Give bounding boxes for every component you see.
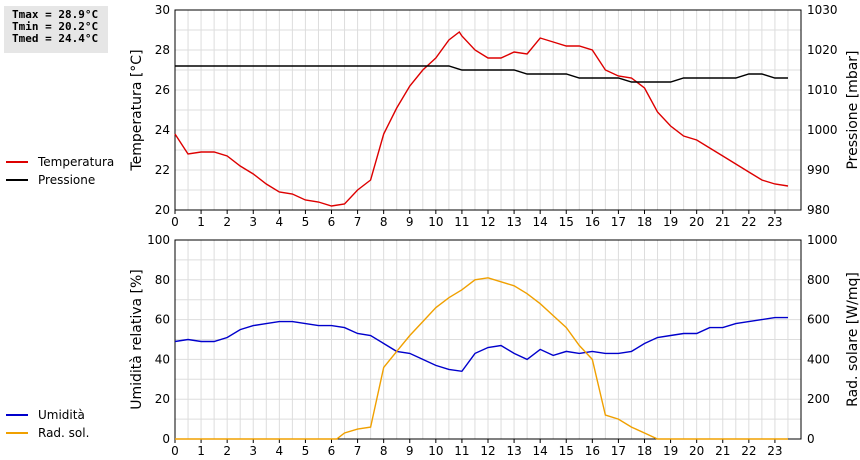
- x-tick-label: 13: [506, 444, 521, 458]
- x-tick-label: 18: [637, 215, 652, 229]
- x-tick-label: 8: [380, 444, 388, 458]
- x-tick-label: 19: [663, 215, 678, 229]
- x-tick-label: 3: [249, 444, 257, 458]
- x-tick-label: 2: [223, 444, 231, 458]
- x-tick-label: 18: [637, 444, 652, 458]
- chart-panel-1: 0 1 2 3 4 5 6 7 8 9 10 11 12 13 14 15 16 17 18 19 20 21 22 2320…: [6, 3, 860, 229]
- x-tick-label: 2: [223, 215, 231, 229]
- y-tick-label-right: 0: [807, 432, 815, 446]
- x-tick-label: 20: [689, 215, 704, 229]
- x-tick-label: 5: [302, 215, 310, 229]
- x-tick-label: 21: [715, 215, 730, 229]
- y-tick-label-left: 28: [155, 43, 170, 57]
- legend-label-rad-sol: Rad. sol.: [38, 426, 89, 440]
- y-tick-label-right: 800: [807, 273, 830, 287]
- series-line-pressione: [175, 65, 788, 83]
- x-tick-label: 0: [171, 215, 179, 229]
- x-tick-label: 8: [380, 215, 388, 229]
- x-tick-label: 16: [585, 444, 600, 458]
- legend-label-temperatura: Temperatura: [37, 155, 114, 169]
- x-tick-label: 1: [197, 215, 205, 229]
- y-tick-label-left: 30: [155, 3, 170, 17]
- y-tick-label-right: 400: [807, 352, 830, 366]
- x-tick-label: 1: [197, 444, 205, 458]
- y-tick-label-right: 980: [807, 203, 830, 217]
- x-tick-label: 14: [533, 215, 548, 229]
- y-tick-label-left: 60: [155, 313, 170, 327]
- x-tick-label: 22: [741, 444, 756, 458]
- x-tick-label: 20: [689, 444, 704, 458]
- y-axis-label-right: Rad. solare [W/mq]: [845, 272, 860, 407]
- x-tick-label: 0: [171, 444, 179, 458]
- series-line-umidit: [174, 316, 788, 373]
- x-tick-label: 22: [741, 215, 756, 229]
- y-tick-label-right: 600: [807, 313, 830, 327]
- x-tick-label: 6: [328, 215, 336, 229]
- x-tick-label: 10: [428, 215, 443, 229]
- x-tick-label: 7: [354, 444, 362, 458]
- y-tick-label-left: 80: [155, 273, 170, 287]
- y-tick-label-left: 20: [155, 203, 170, 217]
- x-tick-label: 17: [611, 215, 626, 229]
- x-tick-label: 14: [533, 444, 548, 458]
- y-tick-label-right: 1030: [807, 3, 838, 17]
- x-tick-label: 12: [480, 444, 495, 458]
- y-tick-label-right: 990: [807, 163, 830, 177]
- y-tick-label-right: 1020: [807, 43, 838, 57]
- y-axis-label-left: Umidità relativa [%]: [129, 269, 145, 410]
- x-tick-label: 13: [506, 215, 521, 229]
- x-tick-label: 11: [454, 215, 469, 229]
- y-tick-label-left: 22: [155, 163, 170, 177]
- x-tick-label: 4: [276, 215, 284, 229]
- tmed-stat: Tmed = 24.4°C: [12, 32, 99, 45]
- x-tick-label: 5: [302, 444, 310, 458]
- y-tick-label-left: 40: [155, 352, 170, 366]
- chart-panel-2: 0 1 2 3 4 5 6 7 8 9 10 11 12 13 14 15 16 17 18 19 20 21 22 2302…: [6, 233, 860, 458]
- tmin-stat: Tmin = 20.2°C: [12, 20, 99, 33]
- y-tick-label-right: 1000: [807, 123, 838, 137]
- x-tick-label: 21: [715, 444, 730, 458]
- x-tick-label: 19: [663, 444, 678, 458]
- x-tick-label: 17: [611, 444, 626, 458]
- legend-label-umidit: Umidità: [38, 408, 85, 422]
- x-tick-label: 6: [328, 444, 336, 458]
- x-tick-label: 15: [559, 444, 574, 458]
- series-line-temperatura: [174, 30, 789, 207]
- y-tick-label-left: 20: [155, 392, 170, 406]
- x-tick-label: 9: [406, 215, 414, 229]
- y-tick-label-left: 26: [155, 83, 170, 97]
- x-tick-label: 3: [249, 215, 257, 229]
- y-tick-label-right: 1000: [807, 233, 838, 247]
- stats-box: Tmax = 28.9°C Tmin = 20.2°C Tmed = 24.4°…: [4, 6, 108, 53]
- y-tick-label-right: 1010: [807, 83, 838, 97]
- x-tick-label: 16: [585, 215, 600, 229]
- x-tick-label: 23: [767, 215, 782, 229]
- y-tick-label-left: 0: [162, 432, 170, 446]
- x-tick-label: 9: [406, 444, 414, 458]
- x-tick-label: 10: [428, 444, 443, 458]
- x-tick-label: 15: [559, 215, 574, 229]
- y-tick-label-left: 24: [155, 123, 170, 137]
- legend-label-pressione: Pressione: [38, 173, 95, 187]
- x-tick-label: 4: [276, 444, 284, 458]
- series-line-rad-sol: [175, 277, 788, 440]
- x-tick-label: 23: [767, 444, 782, 458]
- x-tick-label: 11: [454, 444, 469, 458]
- y-axis-label-right: Pressione [mbar]: [845, 50, 860, 169]
- tmax-stat: Tmax = 28.9°C: [12, 8, 99, 21]
- y-axis-label-left: Temperatura [°C]: [129, 49, 145, 171]
- x-tick-label: 12: [480, 215, 495, 229]
- y-tick-label-left: 100: [147, 233, 170, 247]
- x-tick-label: 7: [354, 215, 362, 229]
- y-tick-label-right: 200: [807, 392, 830, 406]
